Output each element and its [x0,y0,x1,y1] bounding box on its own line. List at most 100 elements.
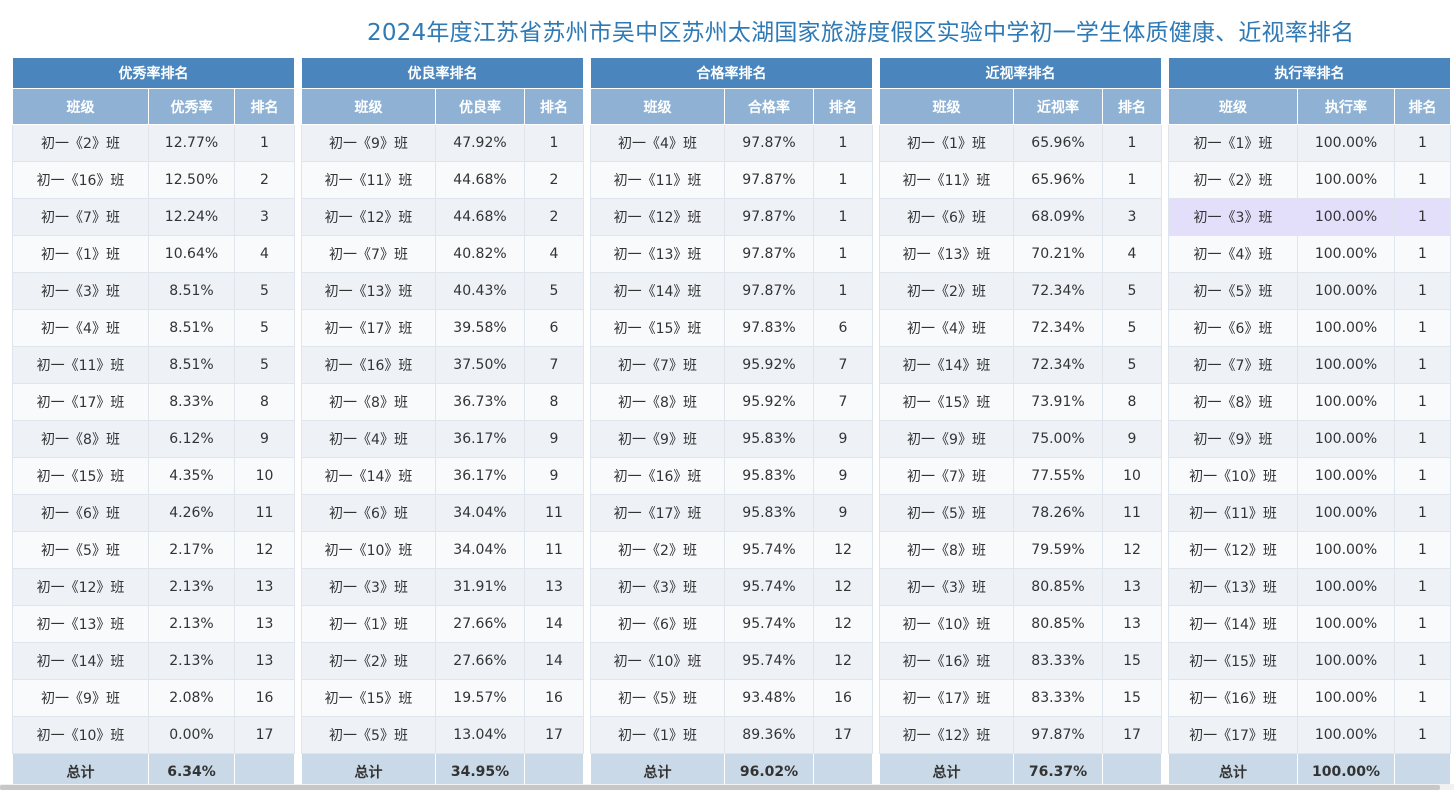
column-header[interactable]: 班级 [12,88,149,125]
table-row[interactable]: 初一《9》班 2.08% 16 [12,679,296,717]
table-row[interactable]: 初一《3》班 100.00% 1 [1168,198,1452,236]
table-row[interactable]: 初一《15》班 97.83% 6 [590,309,874,347]
table-row[interactable]: 初一《1》班 89.36% 17 [590,716,874,754]
table-row[interactable]: 初一《3》班 95.74% 12 [590,568,874,606]
table-row[interactable]: 初一《7》班 95.92% 7 [590,346,874,384]
table-row[interactable]: 初一《16》班 83.33% 15 [879,642,1163,680]
table-row[interactable]: 初一《16》班 37.50% 7 [301,346,585,384]
table-row[interactable]: 初一《17》班 83.33% 15 [879,679,1163,717]
table-row[interactable]: 初一《10》班 34.04% 11 [301,531,585,569]
table-row[interactable]: 初一《13》班 2.13% 13 [12,605,296,643]
table-row[interactable]: 初一《2》班 12.77% 1 [12,124,296,162]
column-header[interactable]: 执行率 [1297,88,1395,125]
table-row[interactable]: 初一《9》班 47.92% 1 [301,124,585,162]
column-header[interactable]: 排名 [233,88,296,125]
table-row[interactable]: 初一《2》班 95.74% 12 [590,531,874,569]
column-header[interactable]: 班级 [1168,88,1298,125]
table-row[interactable]: 初一《4》班 72.34% 5 [879,309,1163,347]
table-row[interactable]: 初一《17》班 8.33% 8 [12,383,296,421]
column-header[interactable]: 排名 [1101,88,1163,125]
table-row[interactable]: 初一《16》班 100.00% 1 [1168,679,1452,717]
table-row[interactable]: 初一《13》班 97.87% 1 [590,235,874,273]
table-row[interactable]: 初一《5》班 93.48% 16 [590,679,874,717]
table-row[interactable]: 初一《4》班 36.17% 9 [301,420,585,458]
table-row[interactable]: 初一《4》班 8.51% 5 [12,309,296,347]
table-row[interactable]: 初一《12》班 97.87% 17 [879,716,1163,754]
table-row[interactable]: 初一《9》班 100.00% 1 [1168,420,1452,458]
column-header[interactable]: 合格率 [724,88,814,125]
table-row[interactable]: 初一《4》班 97.87% 1 [590,124,874,162]
table-row[interactable]: 初一《12》班 97.87% 1 [590,198,874,236]
column-header[interactable]: 优秀率 [148,88,235,125]
table-row[interactable]: 初一《16》班 12.50% 2 [12,161,296,199]
table-row[interactable]: 初一《10》班 95.74% 12 [590,642,874,680]
table-row[interactable]: 初一《12》班 100.00% 1 [1168,531,1452,569]
table-row[interactable]: 初一《14》班 36.17% 9 [301,457,585,495]
table-row[interactable]: 初一《6》班 95.74% 12 [590,605,874,643]
table-row[interactable]: 初一《6》班 34.04% 11 [301,494,585,532]
table-row[interactable]: 初一《14》班 2.13% 13 [12,642,296,680]
table-row[interactable]: 初一《4》班 100.00% 1 [1168,235,1452,273]
column-header[interactable]: 近视率 [1013,88,1103,125]
table-row[interactable]: 初一《6》班 68.09% 3 [879,198,1163,236]
table-row[interactable]: 初一《1》班 27.66% 14 [301,605,585,643]
table-row[interactable]: 初一《7》班 12.24% 3 [12,198,296,236]
table-row[interactable]: 初一《5》班 78.26% 11 [879,494,1163,532]
table-row[interactable]: 初一《8》班 100.00% 1 [1168,383,1452,421]
table-row[interactable]: 初一《14》班 72.34% 5 [879,346,1163,384]
column-header[interactable]: 排名 [812,88,874,125]
table-row[interactable]: 初一《2》班 72.34% 5 [879,272,1163,310]
table-row[interactable]: 初一《13》班 100.00% 1 [1168,568,1452,606]
table-row[interactable]: 初一《15》班 19.57% 16 [301,679,585,717]
table-row[interactable]: 初一《17》班 39.58% 6 [301,309,585,347]
table-row[interactable]: 初一《7》班 40.82% 4 [301,235,585,273]
table-row[interactable]: 初一《7》班 100.00% 1 [1168,346,1452,384]
table-row[interactable]: 初一《3》班 31.91% 13 [301,568,585,606]
column-header[interactable]: 班级 [590,88,725,125]
table-row[interactable]: 初一《14》班 100.00% 1 [1168,605,1452,643]
table-row[interactable]: 初一《16》班 95.83% 9 [590,457,874,495]
table-row[interactable]: 初一《2》班 100.00% 1 [1168,161,1452,199]
table-row[interactable]: 初一《9》班 75.00% 9 [879,420,1163,458]
table-row[interactable]: 初一《17》班 95.83% 9 [590,494,874,532]
table-row[interactable]: 初一《5》班 2.17% 12 [12,531,296,569]
table-row[interactable]: 初一《3》班 80.85% 13 [879,568,1163,606]
table-row[interactable]: 初一《12》班 2.13% 13 [12,568,296,606]
horizontal-scrollbar-thumb[interactable] [0,785,1440,790]
column-header[interactable]: 排名 [1393,88,1452,125]
table-row[interactable]: 初一《11》班 65.96% 1 [879,161,1163,199]
table-row[interactable]: 初一《11》班 8.51% 5 [12,346,296,384]
column-header[interactable]: 班级 [879,88,1014,125]
table-row[interactable]: 初一《2》班 27.66% 14 [301,642,585,680]
table-row[interactable]: 初一《7》班 77.55% 10 [879,457,1163,495]
table-row[interactable]: 初一《17》班 100.00% 1 [1168,716,1452,754]
table-row[interactable]: 初一《1》班 10.64% 4 [12,235,296,273]
table-row[interactable]: 初一《10》班 100.00% 1 [1168,457,1452,495]
table-row[interactable]: 初一《8》班 36.73% 8 [301,383,585,421]
table-row[interactable]: 初一《6》班 4.26% 11 [12,494,296,532]
table-row[interactable]: 初一《15》班 4.35% 10 [12,457,296,495]
table-row[interactable]: 初一《8》班 95.92% 7 [590,383,874,421]
table-row[interactable]: 初一《14》班 97.87% 1 [590,272,874,310]
column-header[interactable]: 优良率 [435,88,525,125]
table-row[interactable]: 初一《13》班 70.21% 4 [879,235,1163,273]
table-row[interactable]: 初一《5》班 100.00% 1 [1168,272,1452,310]
table-row[interactable]: 初一《8》班 6.12% 9 [12,420,296,458]
table-row[interactable]: 初一《12》班 44.68% 2 [301,198,585,236]
table-row[interactable]: 初一《10》班 80.85% 13 [879,605,1163,643]
table-row[interactable]: 初一《11》班 97.87% 1 [590,161,874,199]
table-row[interactable]: 初一《15》班 100.00% 1 [1168,642,1452,680]
column-header[interactable]: 排名 [523,88,585,125]
table-row[interactable]: 初一《11》班 100.00% 1 [1168,494,1452,532]
table-row[interactable]: 初一《1》班 100.00% 1 [1168,124,1452,162]
column-header[interactable]: 班级 [301,88,436,125]
table-row[interactable]: 初一《8》班 79.59% 12 [879,531,1163,569]
table-row[interactable]: 初一《5》班 13.04% 17 [301,716,585,754]
table-row[interactable]: 初一《3》班 8.51% 5 [12,272,296,310]
table-row[interactable]: 初一《10》班 0.00% 17 [12,716,296,754]
table-row[interactable]: 初一《13》班 40.43% 5 [301,272,585,310]
table-row[interactable]: 初一《15》班 73.91% 8 [879,383,1163,421]
table-row[interactable]: 初一《1》班 65.96% 1 [879,124,1163,162]
table-row[interactable]: 初一《9》班 95.83% 9 [590,420,874,458]
table-row[interactable]: 初一《11》班 44.68% 2 [301,161,585,199]
